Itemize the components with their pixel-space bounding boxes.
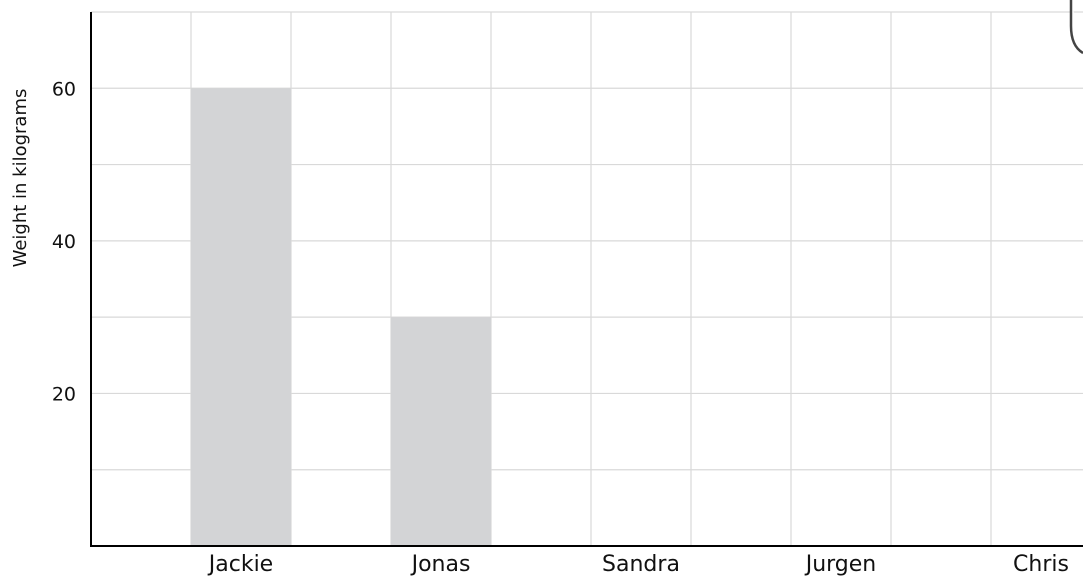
bar-jonas bbox=[391, 317, 491, 546]
axis-layer bbox=[90, 12, 1083, 547]
x-category-labels: Jackie Jonas Sandra Jurgen Chris bbox=[207, 552, 1069, 577]
y-tick-labels: 20 40 60 bbox=[52, 78, 76, 405]
x-category-label: Jackie bbox=[207, 552, 273, 577]
y-axis-label: Weight in kilograms bbox=[10, 89, 31, 268]
x-category-label: Sandra bbox=[602, 552, 680, 577]
panel-corner-edge bbox=[1069, 0, 1083, 55]
y-tick-label: 40 bbox=[52, 231, 76, 253]
x-category-label: Jurgen bbox=[804, 552, 877, 577]
x-category-label: Jonas bbox=[410, 552, 471, 577]
bar-jackie bbox=[191, 88, 291, 547]
y-tick-label: 20 bbox=[52, 383, 76, 405]
bar-layer bbox=[191, 88, 491, 547]
y-tick-label: 60 bbox=[52, 78, 76, 100]
x-category-label: Chris bbox=[1013, 552, 1069, 577]
